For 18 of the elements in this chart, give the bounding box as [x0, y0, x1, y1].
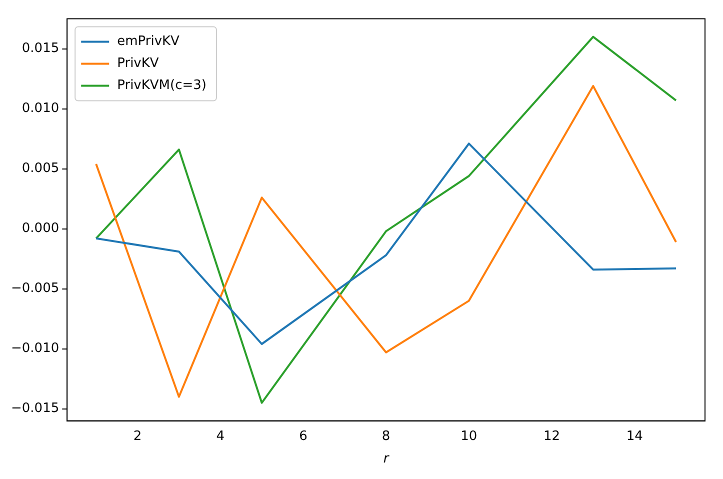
- y-tick-label: 0.010: [22, 101, 60, 116]
- y-tick-label: −0.005: [11, 281, 60, 296]
- x-tick-label: 8: [382, 428, 390, 444]
- legend-label: emPrivKV: [117, 34, 180, 50]
- legend-label: PrivKVM(c=3): [117, 78, 206, 94]
- x-tick-label: 12: [543, 428, 560, 444]
- x-tick-label: 10: [460, 428, 478, 444]
- y-tick-label: 0.005: [22, 161, 60, 176]
- x-tick-label: 2: [133, 428, 142, 444]
- y-tick-label: −0.015: [11, 401, 60, 416]
- x-tick-label: 4: [216, 428, 225, 444]
- x-tick-label: 14: [626, 428, 643, 444]
- y-tick-label: 0.000: [22, 221, 60, 236]
- x-tick-label: 6: [299, 428, 308, 444]
- y-tick-label: −0.010: [11, 341, 60, 356]
- legend-label: PrivKV: [117, 56, 159, 72]
- x-axis-title: r: [383, 452, 390, 467]
- y-tick-label: 0.015: [22, 41, 60, 56]
